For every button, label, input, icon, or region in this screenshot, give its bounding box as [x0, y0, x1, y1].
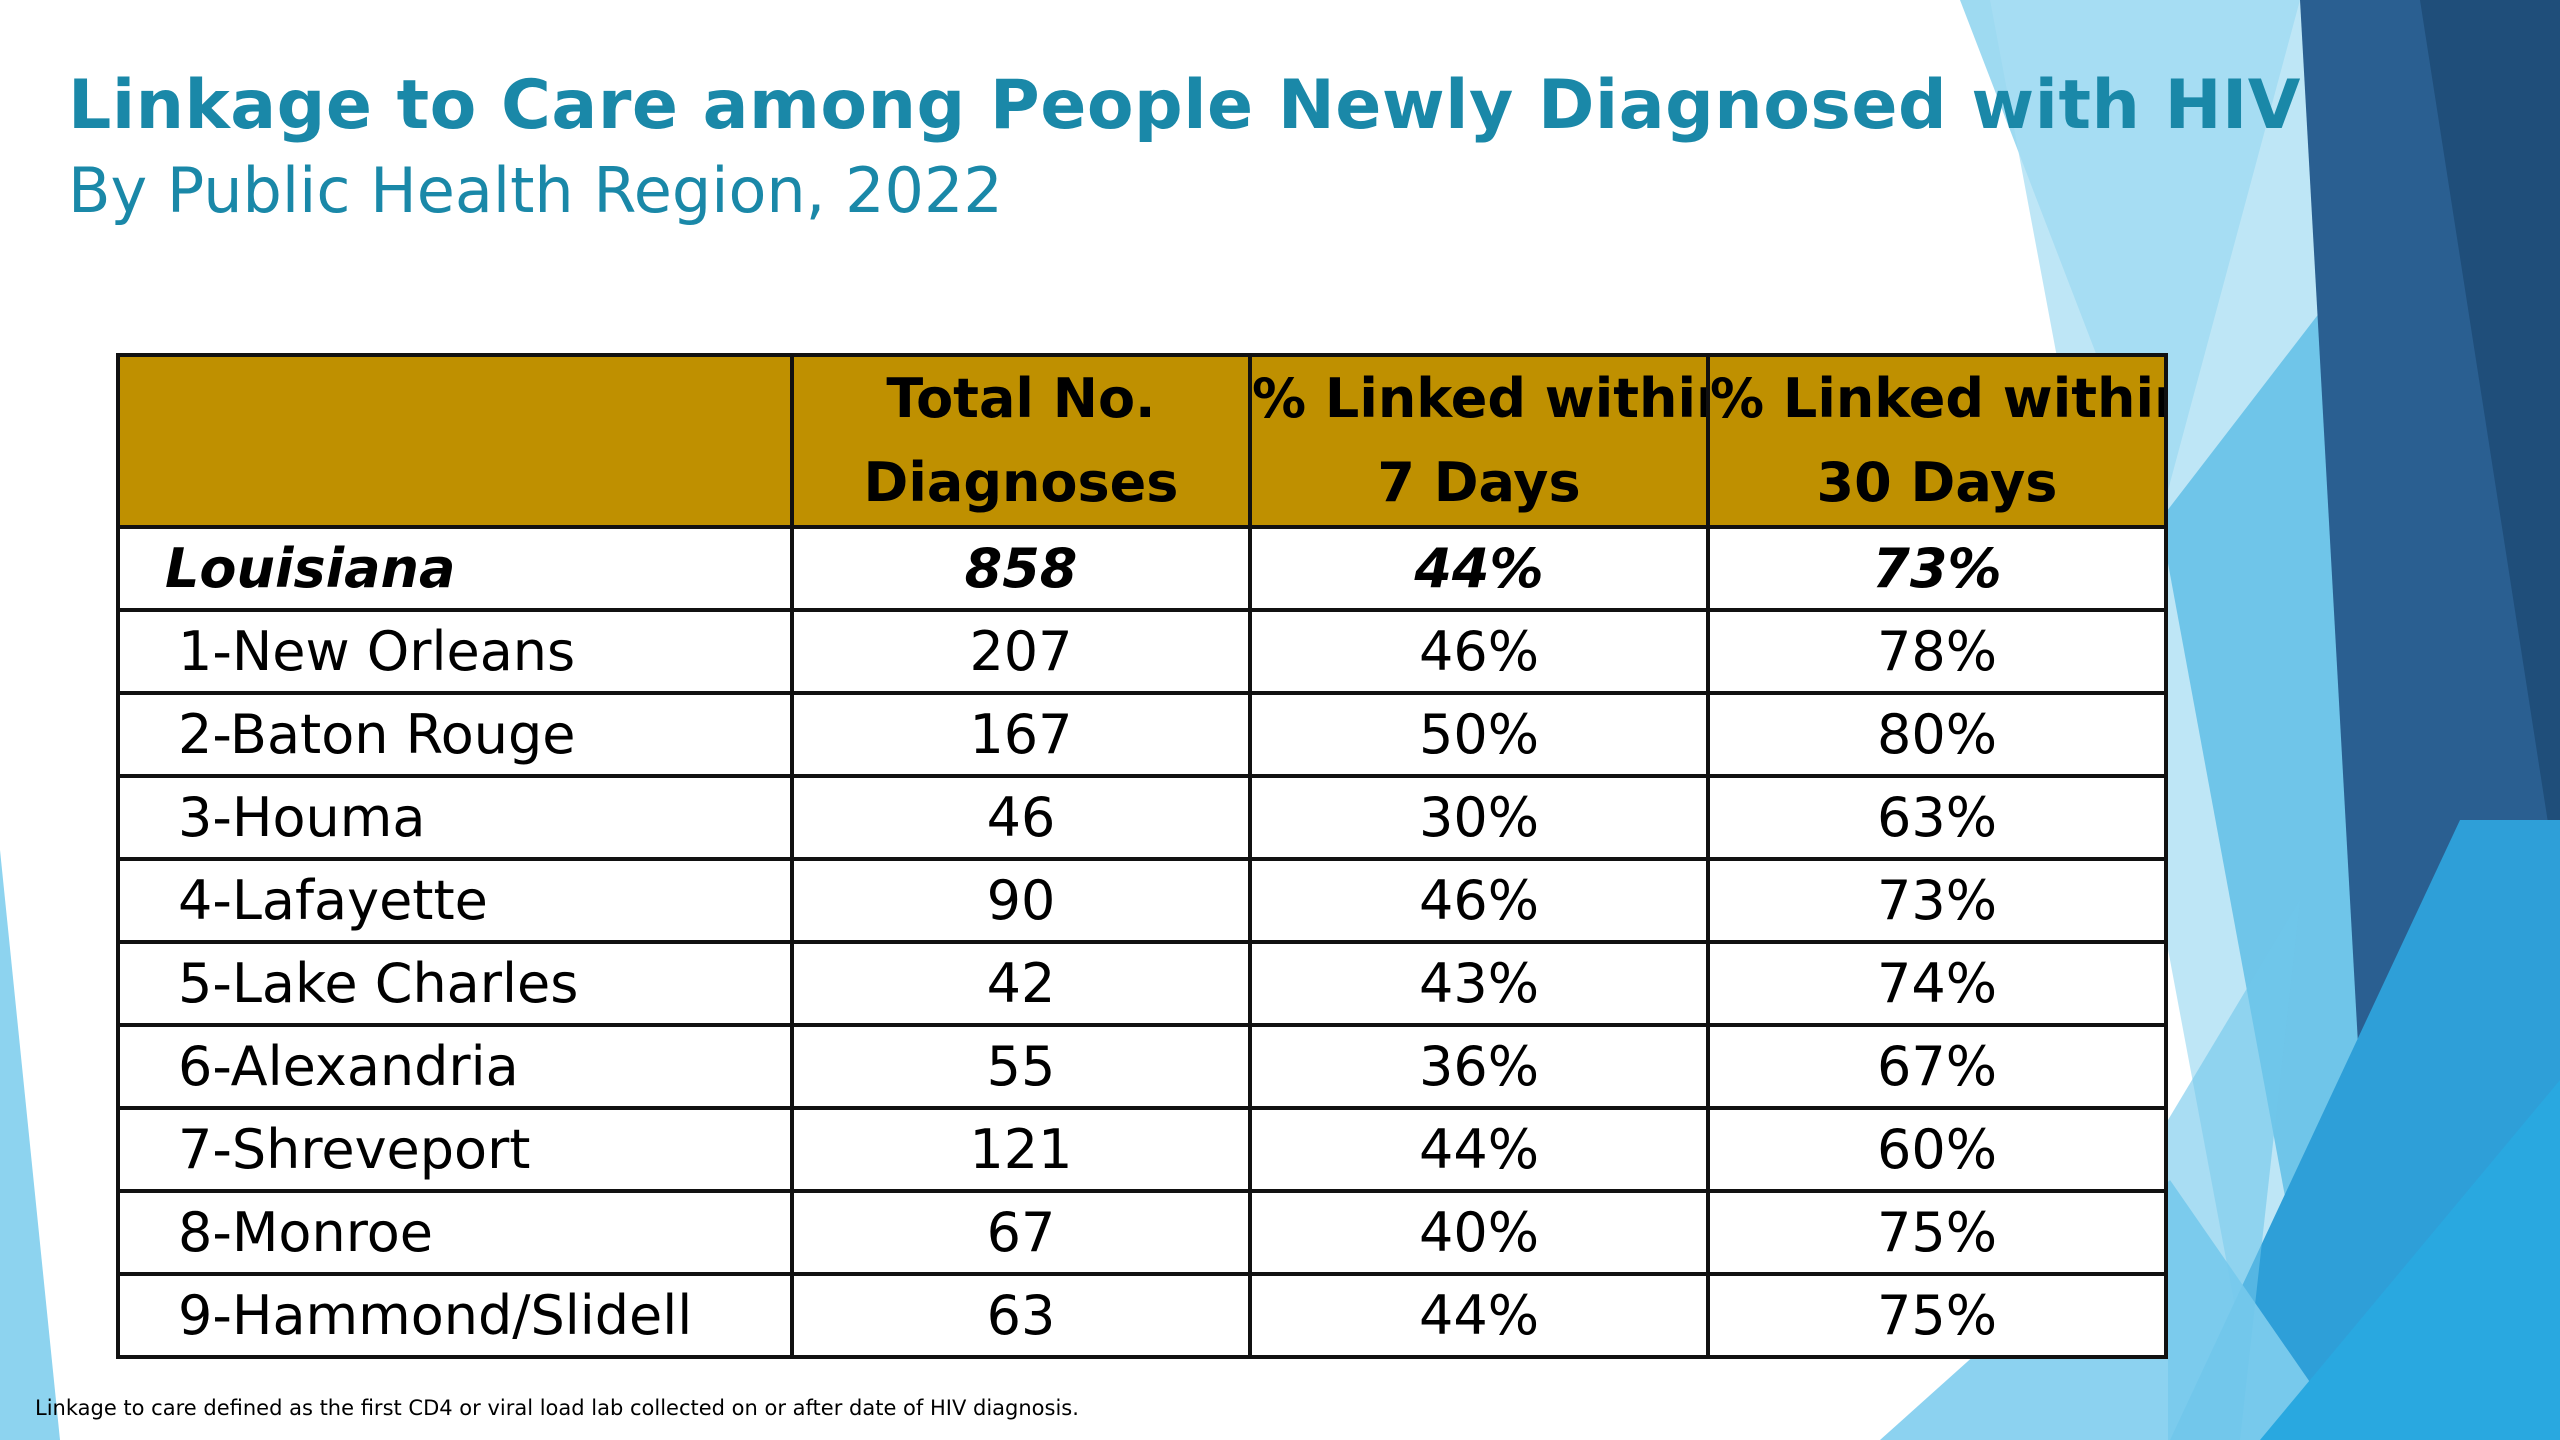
cell-linked-30d: 63%	[1706, 774, 2168, 861]
table-row: 5-Lake Charles 42 43% 74%	[116, 940, 2168, 1027]
table-row: 8-Monroe 67 40% 75%	[116, 1189, 2168, 1276]
cell-linked-30d: 74%	[1706, 940, 2168, 1027]
decor-dark-band-inner	[2420, 0, 2560, 900]
cell-total: 46	[790, 774, 1252, 861]
linkage-table: Total No. Diagnoses % Linked within 7 Da…	[116, 353, 2168, 1359]
cell-linked-7d: 43%	[1248, 940, 1710, 1027]
cell-linked-30d: 73%	[1706, 857, 2168, 944]
cell-total: 167	[790, 691, 1252, 778]
cell-linked-30d: 73%	[1706, 525, 2168, 612]
cell-linked-7d: 50%	[1248, 691, 1710, 778]
cell-total: 67	[790, 1189, 1252, 1276]
cell-linked-30d: 78%	[1706, 608, 2168, 695]
decor-bright-corner	[2260, 1080, 2560, 1440]
cell-total: 858	[790, 525, 1252, 612]
cell-region: 3-Houma	[116, 774, 794, 861]
cell-linked-7d: 44%	[1248, 525, 1710, 612]
table-row: 7-Shreveport 121 44% 60%	[116, 1106, 2168, 1193]
cell-region: 8-Monroe	[116, 1189, 794, 1276]
cell-region: 2-Baton Rouge	[116, 691, 794, 778]
table-row: 1-New Orleans 207 46% 78%	[116, 608, 2168, 695]
cell-region: 6-Alexandria	[116, 1023, 794, 1110]
table-row: 9-Hammond/Slidell 63 44% 75%	[116, 1272, 2168, 1359]
cell-linked-7d: 46%	[1248, 857, 1710, 944]
header-total-line2: Diagnoses	[863, 451, 1179, 514]
table-row: 2-Baton Rouge 167 50% 80%	[116, 691, 2168, 778]
header-30d-line2: 30 Days	[1816, 451, 2058, 514]
header-total-line1: Total No.	[886, 367, 1156, 430]
slide-title: Linkage to Care among People Newly Diagn…	[68, 66, 2301, 145]
cell-linked-7d: 36%	[1248, 1023, 1710, 1110]
cell-linked-30d: 80%	[1706, 691, 2168, 778]
slide-subtitle: By Public Health Region, 2022	[68, 154, 1003, 227]
table-row-state-total: Louisiana 858 44% 73%	[116, 525, 2168, 612]
header-30d-line1: % Linked within	[1710, 367, 2166, 430]
cell-linked-30d: 67%	[1706, 1023, 2168, 1110]
cell-region: 5-Lake Charles	[116, 940, 794, 1027]
header-total-diagnoses: Total No. Diagnoses	[790, 353, 1252, 529]
cell-total: 42	[790, 940, 1252, 1027]
cell-linked-7d: 44%	[1248, 1272, 1710, 1359]
cell-total: 63	[790, 1272, 1252, 1359]
header-7d-line1: % Linked within	[1252, 367, 1708, 430]
header-linked-30-days: % Linked within 30 Days	[1706, 353, 2168, 529]
header-linked-7-days: % Linked within 7 Days	[1248, 353, 1710, 529]
header-7d-line2: 7 Days	[1377, 451, 1581, 514]
cell-region: 9-Hammond/Slidell	[116, 1272, 794, 1359]
cell-total: 55	[790, 1023, 1252, 1110]
cell-linked-30d: 75%	[1706, 1272, 2168, 1359]
table-row: 6-Alexandria 55 36% 67%	[116, 1023, 2168, 1110]
table-header-row: Total No. Diagnoses % Linked within 7 Da…	[116, 353, 2168, 529]
table-row: 4-Lafayette 90 46% 73%	[116, 857, 2168, 944]
cell-linked-7d: 40%	[1248, 1189, 1710, 1276]
cell-total: 90	[790, 857, 1252, 944]
decor-light-left-sliver	[0, 850, 60, 1440]
cell-total: 207	[790, 608, 1252, 695]
cell-region: Louisiana	[116, 525, 794, 612]
cell-linked-7d: 30%	[1248, 774, 1710, 861]
cell-region: 4-Lafayette	[116, 857, 794, 944]
footnote: Linkage to care defined as the first CD4…	[35, 1396, 1079, 1420]
cell-region: 1-New Orleans	[116, 608, 794, 695]
cell-total: 121	[790, 1106, 1252, 1193]
cell-linked-30d: 60%	[1706, 1106, 2168, 1193]
decor-thin-facet	[2168, 900, 2300, 1440]
header-region	[116, 353, 794, 529]
cell-linked-7d: 44%	[1248, 1106, 1710, 1193]
cell-linked-7d: 46%	[1248, 608, 1710, 695]
table-row: 3-Houma 46 30% 63%	[116, 774, 2168, 861]
cell-region: 7-Shreveport	[116, 1106, 794, 1193]
cell-linked-30d: 75%	[1706, 1189, 2168, 1276]
